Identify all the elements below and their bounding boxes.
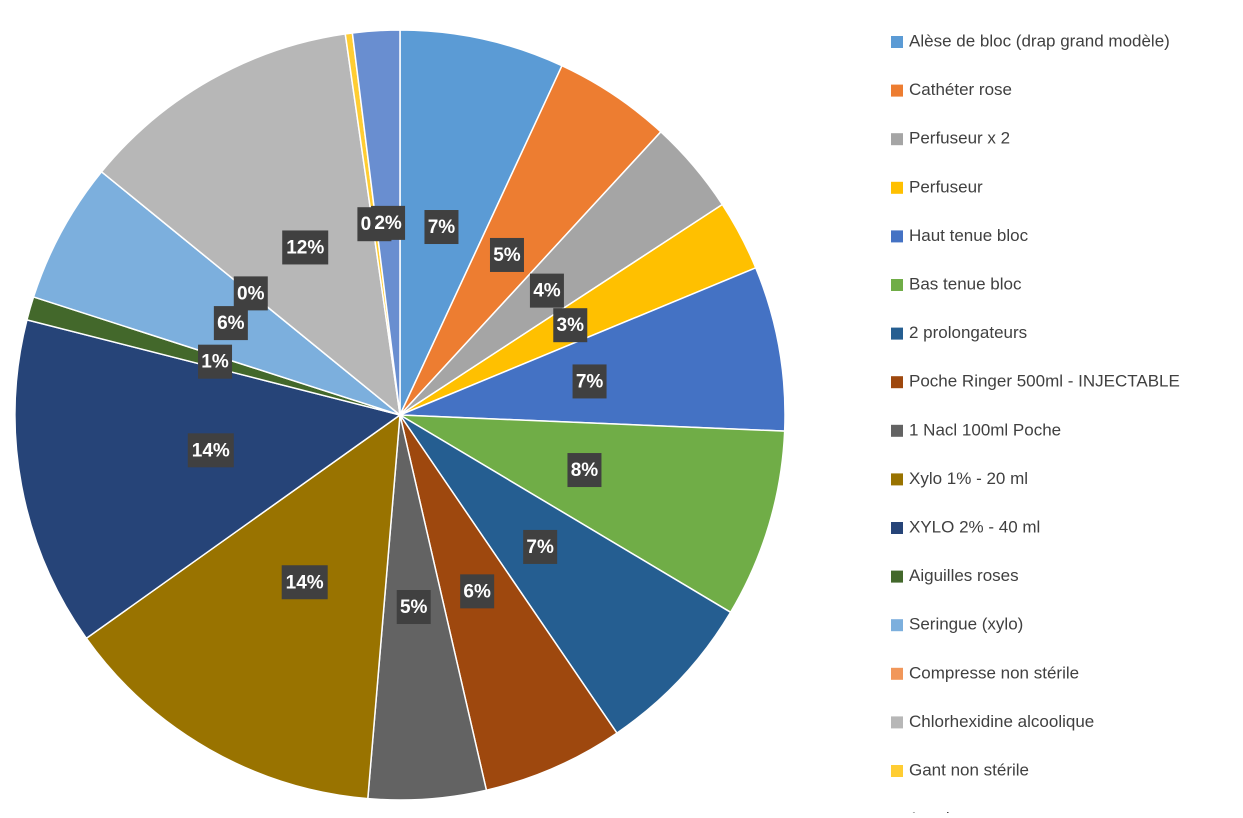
data-label-box — [424, 210, 459, 245]
pie-slice — [85, 413, 401, 800]
legend-label: Perfuseur — [909, 177, 983, 196]
data-label-box — [281, 565, 328, 600]
legend-swatch — [891, 230, 903, 243]
data-label-box — [529, 273, 564, 308]
data-label-box — [282, 230, 329, 265]
pie-slice — [100, 33, 402, 417]
data-label: 7% — [572, 364, 607, 399]
data-label-text: 4% — [533, 281, 561, 302]
legend-label: Chlorhexidine alcoolique — [909, 712, 1094, 731]
legend-label: 1 Nacl 100ml Poche — [909, 420, 1061, 439]
data-label-text: 7% — [576, 371, 604, 392]
legend-label: Seringue (xylo) — [909, 615, 1023, 634]
data-label: 1% — [198, 344, 233, 379]
legend-swatch — [891, 667, 903, 680]
data-label-text: 6% — [217, 313, 245, 334]
legend-swatch — [891, 570, 903, 583]
data-label-text: 2% — [374, 213, 402, 234]
legend-swatch — [891, 765, 903, 777]
legend-swatch — [891, 522, 903, 534]
data-label-text: 5% — [493, 245, 521, 266]
data-label: 6% — [213, 306, 248, 341]
pie-slice — [399, 29, 563, 416]
data-label-box — [198, 344, 233, 379]
pie-slice — [399, 266, 786, 432]
data-label: 8% — [567, 453, 602, 488]
legend-label: Cathéter rose — [909, 80, 1012, 99]
legend-swatch — [891, 279, 903, 291]
pie-slice — [399, 414, 618, 792]
data-label-text: 0% — [237, 283, 265, 304]
data-label-box — [213, 306, 248, 341]
data-label-text: 7% — [526, 537, 554, 558]
legend-label: 1opsite — [909, 809, 964, 813]
data-label: 3% — [553, 308, 588, 343]
legend-swatch — [891, 133, 903, 146]
data-label-box — [371, 205, 406, 240]
data-label-text: 3% — [557, 315, 585, 336]
data-label-text: 14% — [286, 572, 324, 593]
data-label-text: 14% — [192, 440, 230, 461]
legend-swatch — [891, 327, 903, 340]
data-label: 5% — [396, 590, 431, 625]
legend-label: Poche Ringer 500ml - INJECTABLE — [909, 372, 1180, 391]
data-label: 14% — [281, 565, 328, 600]
data-label: 6% — [460, 574, 495, 609]
legend-swatch — [891, 619, 903, 632]
data-label-text: 5% — [400, 597, 428, 618]
legend-label: Haut tenue bloc — [909, 226, 1029, 245]
legend-label: Bas tenue bloc — [909, 274, 1022, 293]
data-label-box — [553, 308, 588, 343]
data-label-box — [233, 276, 268, 311]
data-label-text: 6% — [463, 581, 491, 602]
legend-label: XYLO 2% - 40 ml — [909, 517, 1040, 536]
pie-slice — [14, 318, 402, 640]
pie-slice — [399, 414, 786, 614]
pie-slice — [399, 414, 732, 735]
legend-swatch — [891, 473, 903, 486]
legend-label: Alèse de bloc (drap grand modèle) — [909, 31, 1170, 50]
data-label: 14% — [187, 433, 234, 468]
data-label-text: 12% — [286, 237, 324, 258]
legend-label: Xylo 1% - 20 ml — [909, 469, 1028, 488]
data-label-box — [489, 237, 524, 272]
legend-label: Aiguilles roses — [909, 566, 1019, 585]
legend-swatch — [891, 424, 903, 437]
data-label-text: 1% — [201, 352, 229, 373]
legend-swatch — [891, 84, 903, 97]
data-label: 7% — [424, 210, 459, 245]
pie-slice — [32, 170, 401, 416]
data-label: 7% — [523, 529, 558, 564]
data-label-text: 8% — [571, 460, 599, 481]
legend-label: Gant non stérile — [909, 760, 1029, 779]
data-label: 4% — [529, 273, 564, 308]
legend-swatch — [891, 376, 903, 389]
data-label: 0% — [233, 276, 268, 311]
data-label-box — [523, 529, 558, 564]
data-label-box — [460, 574, 495, 609]
data-label: 2% — [371, 205, 406, 240]
legend-label: 2 prolongateurs — [909, 323, 1027, 342]
data-label-box — [567, 453, 602, 488]
data-label: 5% — [489, 237, 524, 272]
data-label: 12% — [282, 230, 329, 265]
data-label-text: 7% — [428, 217, 456, 238]
legend-swatch — [891, 36, 903, 48]
data-label-box — [572, 364, 607, 399]
legend-label: Compresse non stérile — [909, 663, 1079, 682]
legend-label: Perfuseur x 2 — [909, 129, 1010, 148]
legend-swatch — [891, 181, 903, 194]
data-label-box — [187, 433, 234, 468]
legend-swatch — [891, 716, 903, 729]
data-label-box — [396, 590, 431, 625]
